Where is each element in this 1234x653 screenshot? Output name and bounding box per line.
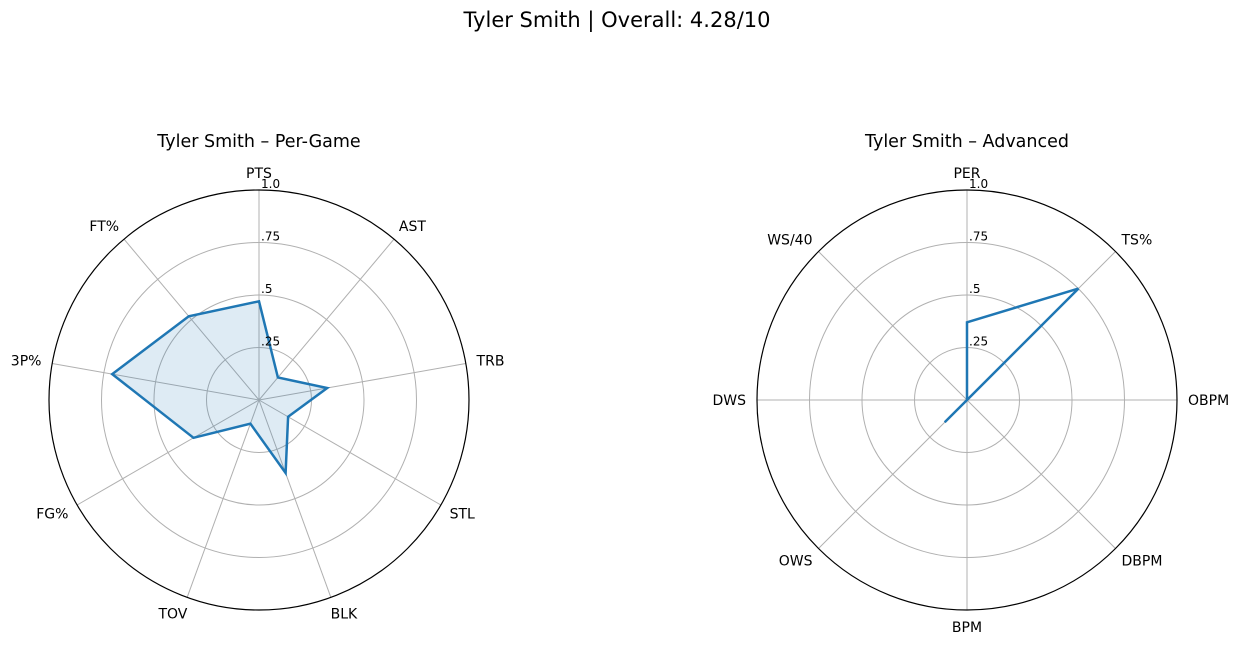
figure-title: Tyler Smith | Overall: 4.28/10 [463,8,771,32]
category-label: TRB [476,354,505,370]
polar-frame [48,189,470,611]
data-area [112,301,328,473]
radial-tick-label: 1.0 [969,177,988,191]
grid-spoke [818,399,968,549]
grid-spoke [818,251,968,401]
category-label: STL [450,507,475,523]
radial-tick-label: .25 [969,335,988,349]
grid-spoke [52,363,260,401]
chart-title: Tyler Smith – Per-Game [156,132,360,152]
category-label: FG% [36,507,68,523]
radial-tick-label: .75 [969,230,988,244]
radial-tick-label: .5 [969,282,980,296]
data-line [110,299,331,477]
grid-spoke [258,399,332,598]
category-label: WS/40 [767,232,812,248]
category-label: OWS [779,554,813,570]
polar-frame [756,189,1178,611]
category-label: PTS [246,166,272,182]
category-label: AST [399,219,426,235]
category-label: FT% [89,219,119,235]
chart-title: Tyler Smith – Advanced [864,132,1069,152]
radial-tick-label: .5 [261,282,272,296]
category-label: OBPM [1188,393,1229,409]
grid-spoke [258,238,395,401]
category-label: TOV [157,606,187,622]
grid-spoke [186,399,260,598]
category-label: DWS [712,393,746,409]
category-label: BLK [331,606,358,622]
grid-spoke [966,399,1116,549]
grid-spoke [258,363,466,401]
category-label: DBPM [1122,554,1163,570]
category-label: PER [953,166,980,182]
category-label: TS% [1121,232,1153,248]
radial-tick-label: 1.0 [261,177,280,191]
grid-spoke [76,399,260,506]
radial-tick-label: .75 [261,230,280,244]
category-label: BPM [952,620,982,636]
data-line [943,287,1080,424]
radial-tick-label: .25 [261,335,280,349]
category-label: 3P% [11,354,42,370]
grid-spoke [123,238,260,401]
